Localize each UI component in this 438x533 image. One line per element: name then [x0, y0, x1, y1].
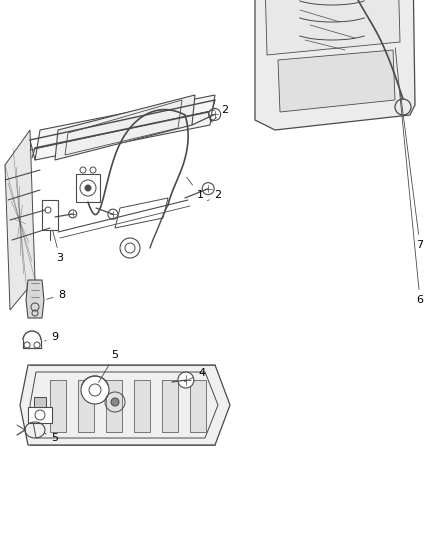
Circle shape — [81, 376, 109, 404]
Text: 9: 9 — [45, 332, 59, 342]
Text: 2: 2 — [212, 105, 229, 121]
Circle shape — [208, 108, 221, 120]
Text: 3: 3 — [53, 231, 64, 263]
Polygon shape — [42, 200, 58, 230]
Circle shape — [85, 185, 91, 191]
Polygon shape — [115, 198, 168, 228]
Polygon shape — [162, 380, 178, 432]
Circle shape — [202, 183, 214, 195]
Polygon shape — [34, 397, 46, 407]
Text: 8: 8 — [47, 290, 66, 300]
Text: 5: 5 — [45, 433, 59, 443]
Text: 6: 6 — [395, 48, 424, 305]
Polygon shape — [278, 50, 395, 112]
Text: 2: 2 — [208, 190, 222, 201]
Circle shape — [120, 238, 140, 258]
Polygon shape — [5, 130, 35, 310]
Polygon shape — [35, 95, 215, 160]
Polygon shape — [190, 380, 206, 432]
Circle shape — [111, 398, 119, 406]
Circle shape — [69, 210, 77, 218]
Polygon shape — [265, 0, 400, 55]
Text: 1: 1 — [187, 177, 204, 200]
Circle shape — [108, 209, 118, 219]
Polygon shape — [20, 365, 230, 445]
Polygon shape — [78, 380, 94, 432]
Polygon shape — [134, 380, 150, 432]
Polygon shape — [28, 407, 52, 423]
Polygon shape — [26, 280, 44, 318]
Polygon shape — [55, 95, 195, 160]
Polygon shape — [106, 380, 122, 432]
Polygon shape — [50, 380, 66, 432]
Text: 7: 7 — [400, 93, 424, 250]
Text: 5: 5 — [99, 350, 119, 383]
Polygon shape — [255, 0, 415, 130]
Polygon shape — [76, 174, 100, 202]
Circle shape — [178, 372, 194, 388]
Text: 4: 4 — [184, 368, 205, 382]
